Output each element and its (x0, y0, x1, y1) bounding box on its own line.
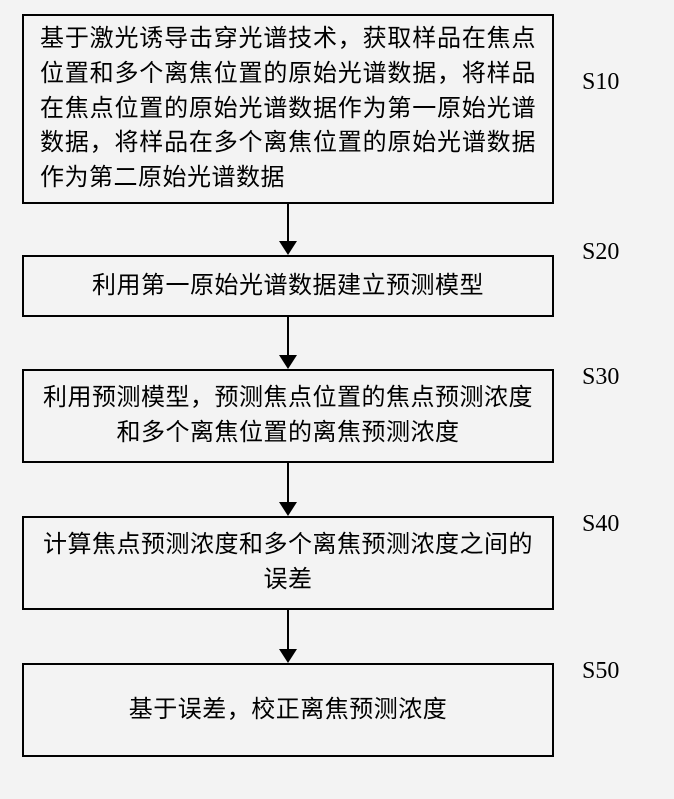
step-text-s10: 基于激光诱导击穿光谱技术，获取样品在焦点位置和多个离焦位置的原始光谱数据，将样品… (40, 22, 536, 196)
step-text-s30: 利用预测模型，预测焦点位置的焦点预测浓度和多个离焦位置的离焦预测浓度 (40, 381, 536, 451)
step-box-s10: 基于激光诱导击穿光谱技术，获取样品在焦点位置和多个离焦位置的原始光谱数据，将样品… (22, 14, 554, 204)
step-text-s20: 利用第一原始光谱数据建立预测模型 (92, 269, 484, 304)
arrowhead-2 (279, 355, 297, 369)
arrowhead-1 (279, 241, 297, 255)
step-label-s10: S10 (582, 69, 619, 96)
arrowhead-4 (279, 649, 297, 663)
step-box-s50: 基于误差，校正离焦预测浓度 (22, 663, 554, 757)
step-box-s20: 利用第一原始光谱数据建立预测模型 (22, 255, 554, 317)
connector-2 (287, 317, 289, 355)
step-text-s40: 计算焦点预测浓度和多个离焦预测浓度之间的误差 (40, 528, 536, 598)
step-label-s20: S20 (582, 239, 619, 266)
arrowhead-3 (279, 502, 297, 516)
step-box-s30: 利用预测模型，预测焦点位置的焦点预测浓度和多个离焦位置的离焦预测浓度 (22, 369, 554, 463)
step-label-s50: S50 (582, 658, 619, 685)
step-text-s50: 基于误差，校正离焦预测浓度 (129, 693, 448, 728)
step-label-s40: S40 (582, 511, 619, 538)
step-box-s40: 计算焦点预测浓度和多个离焦预测浓度之间的误差 (22, 516, 554, 610)
connector-1 (287, 204, 289, 241)
connector-3 (287, 463, 289, 502)
connector-4 (287, 610, 289, 649)
step-label-s30: S30 (582, 364, 619, 391)
